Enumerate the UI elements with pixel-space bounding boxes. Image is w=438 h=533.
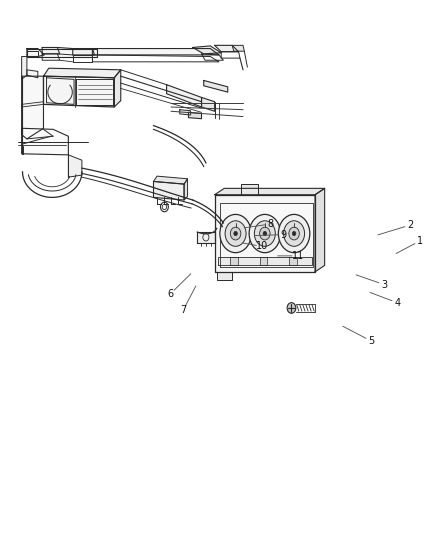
- Polygon shape: [215, 195, 315, 272]
- Polygon shape: [43, 76, 114, 107]
- Text: 11: 11: [291, 251, 304, 261]
- Polygon shape: [217, 272, 232, 280]
- Circle shape: [287, 303, 296, 313]
- Polygon shape: [42, 47, 60, 54]
- Polygon shape: [27, 49, 44, 56]
- Polygon shape: [92, 49, 219, 55]
- Circle shape: [289, 227, 299, 240]
- Polygon shape: [215, 45, 239, 52]
- Circle shape: [230, 227, 241, 240]
- Polygon shape: [21, 102, 43, 107]
- Polygon shape: [218, 257, 311, 265]
- Text: 7: 7: [180, 305, 186, 315]
- Polygon shape: [73, 49, 95, 55]
- Polygon shape: [27, 51, 38, 56]
- Circle shape: [292, 231, 296, 236]
- Circle shape: [284, 221, 304, 246]
- Polygon shape: [220, 203, 313, 266]
- Circle shape: [234, 231, 237, 236]
- Polygon shape: [43, 68, 121, 78]
- Polygon shape: [241, 184, 258, 195]
- Polygon shape: [180, 110, 191, 115]
- Polygon shape: [289, 257, 297, 265]
- Polygon shape: [197, 232, 215, 243]
- Text: 3: 3: [381, 280, 387, 289]
- Polygon shape: [21, 128, 68, 155]
- Polygon shape: [21, 76, 43, 139]
- Polygon shape: [315, 188, 325, 272]
- Polygon shape: [153, 181, 184, 200]
- Polygon shape: [76, 79, 113, 106]
- Polygon shape: [188, 112, 201, 119]
- Text: 9: 9: [281, 230, 287, 240]
- Text: 6: 6: [167, 289, 173, 299]
- Polygon shape: [204, 80, 228, 92]
- Text: 2: 2: [407, 220, 413, 230]
- Polygon shape: [230, 257, 238, 265]
- Polygon shape: [114, 70, 121, 107]
- Text: 5: 5: [368, 336, 374, 346]
- Polygon shape: [27, 49, 97, 56]
- Circle shape: [279, 214, 310, 253]
- Circle shape: [254, 221, 276, 246]
- Polygon shape: [68, 155, 82, 177]
- Text: 10: 10: [256, 241, 268, 251]
- Text: 4: 4: [394, 297, 400, 308]
- Polygon shape: [232, 45, 244, 51]
- Polygon shape: [166, 85, 201, 107]
- Circle shape: [225, 221, 246, 246]
- Polygon shape: [27, 70, 38, 78]
- Polygon shape: [193, 46, 221, 54]
- Polygon shape: [153, 176, 187, 184]
- Circle shape: [260, 227, 270, 240]
- Circle shape: [220, 214, 251, 253]
- Circle shape: [249, 214, 281, 253]
- Polygon shape: [260, 257, 268, 265]
- Polygon shape: [21, 56, 27, 79]
- Text: 8: 8: [268, 219, 274, 229]
- Text: 1: 1: [417, 236, 423, 246]
- Polygon shape: [46, 78, 74, 104]
- Circle shape: [263, 231, 267, 236]
- Polygon shape: [215, 188, 325, 195]
- Polygon shape: [201, 98, 215, 111]
- Polygon shape: [184, 179, 187, 200]
